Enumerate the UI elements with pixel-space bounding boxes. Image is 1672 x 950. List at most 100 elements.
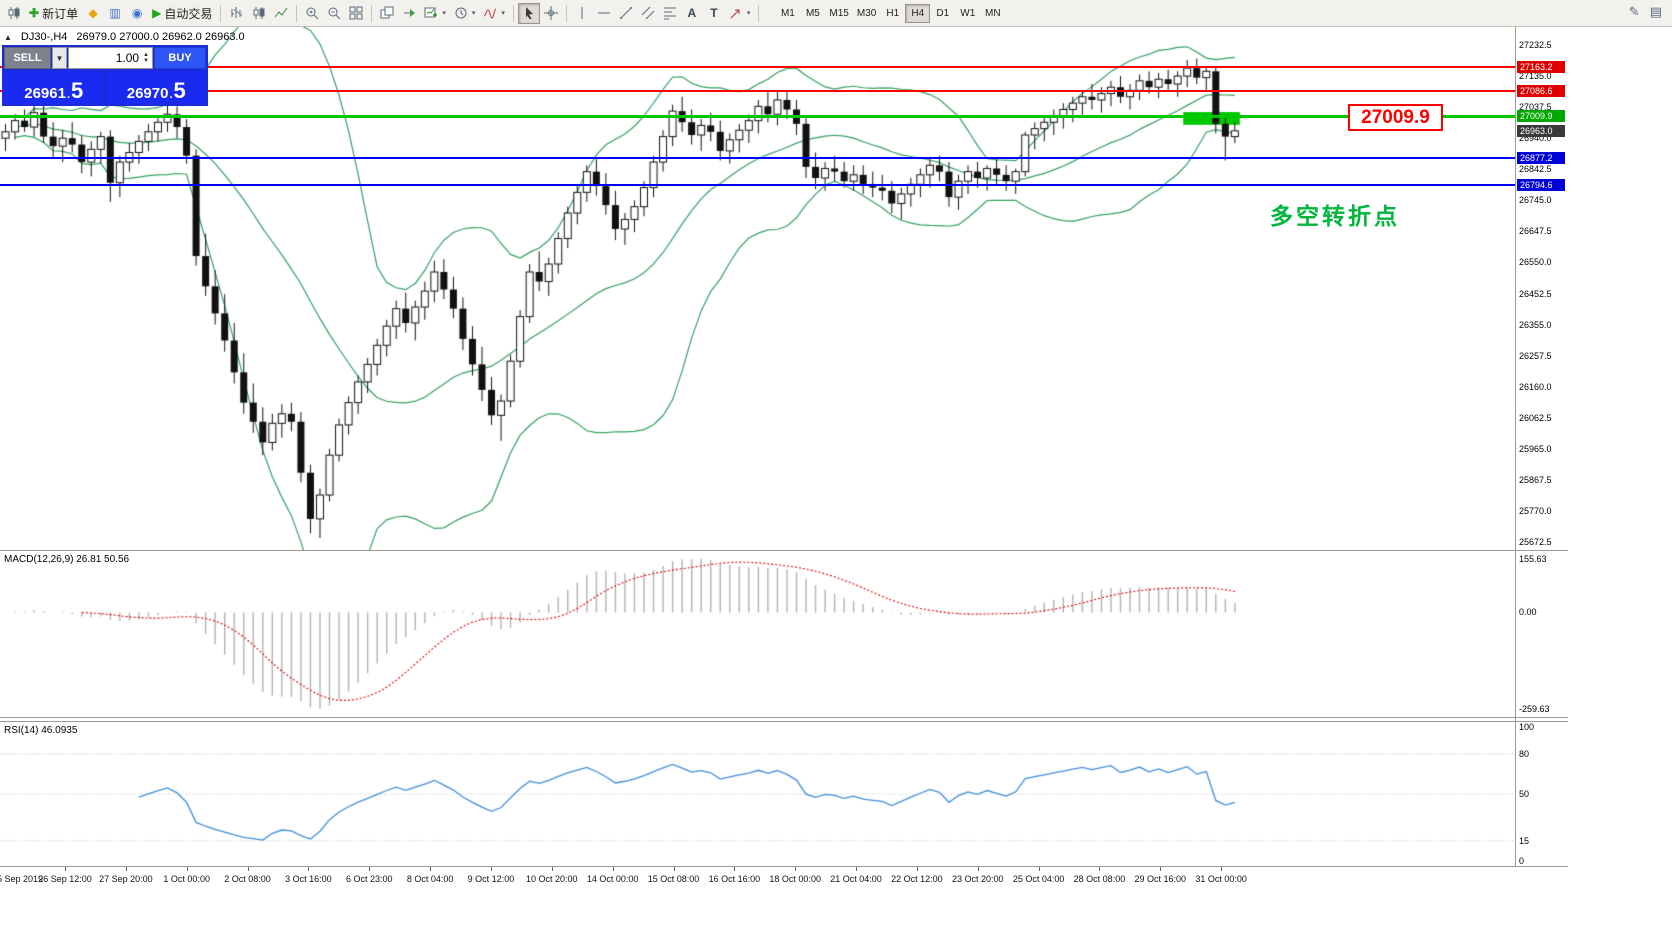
time-axis-label: 10 Oct 20:00 (526, 874, 578, 884)
time-axis-label: 26 Sep 12:00 (38, 874, 92, 884)
chevron-down-icon: ▾ (746, 10, 751, 17)
toolbar: ✚ 新订单 ◆ ▥ ◉ ▶ 自动交易 (0, 0, 1672, 27)
lot-size-input[interactable]: 1.00 ▲ ▼ (68, 47, 153, 69)
time-axis-label: 31 Oct 00:00 (1195, 874, 1247, 884)
edit-icon[interactable]: ✎ (1628, 4, 1640, 19)
indicators-icon (483, 6, 497, 20)
new-chart-button[interactable]: ▾ (420, 3, 450, 24)
time-axis-tick (65, 867, 66, 871)
time-axis-label: 27 Sep 20:00 (99, 874, 153, 884)
arrange-charts-button[interactable] (376, 3, 398, 24)
candlestick-chart-button[interactable] (248, 3, 270, 24)
time-axis-label: 25 Sep 2019 (0, 874, 44, 884)
panel-separator[interactable] (0, 717, 1568, 718)
zoom-out-button[interactable] (323, 3, 345, 24)
vertical-line-button[interactable] (571, 3, 593, 24)
macd-panel-canvas[interactable] (0, 551, 1515, 717)
rsi-axis-label: 15 (1519, 835, 1530, 846)
bar-chart-icon (229, 6, 244, 20)
line-chart-button[interactable] (270, 3, 292, 24)
timeframe-mn-button[interactable]: MN (980, 4, 1005, 23)
time-axis-label: 6 Oct 23:00 (345, 874, 393, 884)
cursor-icon (522, 6, 536, 20)
toolbar-separator (512, 4, 514, 22)
spinner-down-icon[interactable]: ▼ (143, 58, 149, 64)
timeframe-m1-button[interactable]: M1 (775, 4, 800, 23)
auto-scroll-button[interactable] (398, 3, 420, 24)
panels-icon[interactable]: ▤ (1649, 4, 1662, 19)
horizontal-line[interactable] (0, 183, 1515, 186)
price-level-badge: 27163.2 (1517, 61, 1565, 74)
price-chart-canvas[interactable] (0, 27, 1515, 550)
time-axis-label: 3 Oct 16:00 (285, 874, 332, 884)
time-axis-label: 14 Oct 00:00 (586, 874, 639, 884)
auto-trading-button[interactable]: ▶ 自动交易 (148, 3, 216, 24)
new-order-button[interactable]: ✚ 新订单 (25, 3, 82, 24)
channel-button[interactable] (637, 3, 659, 24)
auto-scroll-icon (402, 6, 416, 20)
buy-price-dot: . (169, 89, 173, 101)
bar-chart-button[interactable] (225, 3, 248, 24)
text-tool-button[interactable]: A (681, 3, 703, 24)
time-axis-label: 15 Oct 08:00 (647, 874, 700, 884)
shapes-button[interactable]: ▾ (725, 3, 755, 24)
timeframe-h1-button[interactable]: H1 (880, 4, 905, 23)
indicators-button[interactable]: ▾ (479, 3, 509, 24)
panel-separator (0, 866, 1568, 867)
price-axis-border (1515, 27, 1516, 866)
guide-button[interactable]: ◆ (82, 3, 104, 24)
auto-trading-label: 自动交易 (164, 6, 213, 21)
horizontal-line[interactable] (0, 90, 1515, 93)
horizontal-line-button[interactable] (593, 3, 615, 24)
timeframe-d1-button[interactable]: D1 (930, 4, 955, 23)
timeframe-m5-button[interactable]: M5 (800, 4, 825, 23)
rsi-axis-label: 100 (1519, 722, 1535, 732)
horizontal-line[interactable] (0, 66, 1515, 69)
price-axis-tick: 26355.0 (1519, 319, 1552, 330)
timeframe-m15-button[interactable]: M15 (825, 4, 852, 23)
price-axis-tick: 26257.5 (1519, 350, 1552, 361)
chart-window-icon (3, 3, 25, 24)
market-watch-button[interactable]: ▥ (104, 3, 126, 24)
panel-separator[interactable] (0, 721, 1568, 722)
price-level-badge: 27086.6 (1517, 85, 1565, 98)
trendline-icon (619, 6, 633, 20)
horizontal-line[interactable] (0, 157, 1515, 160)
timeframe-w1-button[interactable]: W1 (955, 4, 980, 23)
buy-price-display[interactable]: 26970. 5 (106, 71, 206, 104)
channel-icon (641, 6, 655, 20)
label-tool-button[interactable]: T (703, 3, 725, 24)
lot-size-value[interactable]: 1.00 (115, 51, 140, 65)
zoom-in-button[interactable] (301, 3, 323, 24)
tile-windows-button[interactable] (345, 3, 367, 24)
time-axis-tick (734, 867, 736, 871)
cascade-windows-icon (380, 6, 394, 20)
sell-button[interactable]: SELL (4, 47, 51, 69)
timeframe-h4-button[interactable]: H4 (905, 3, 931, 23)
crosshair-button[interactable] (540, 3, 562, 24)
trendline-button[interactable] (615, 3, 637, 24)
horizontal-line[interactable] (0, 114, 1515, 118)
time-axis-tick (551, 867, 553, 871)
time-axis-tick (795, 867, 797, 871)
spinner-up-icon[interactable]: ▲ (143, 52, 149, 58)
rsi-panel-canvas[interactable] (0, 722, 1515, 866)
cursor-button[interactable] (517, 2, 540, 24)
crosshair-icon (543, 6, 558, 20)
timeframe-m30-button[interactable]: M30 (853, 4, 880, 23)
buy-button[interactable]: BUY (154, 47, 206, 69)
navigator-button[interactable]: ◉ (126, 3, 148, 24)
turning-point-annotation[interactable]: 多空转折点 (1270, 203, 1400, 229)
panel-separator[interactable] (0, 550, 1568, 551)
lot-spinner[interactable]: ▲ ▼ (143, 52, 149, 64)
zoom-in-icon (305, 6, 319, 20)
price-callout-box[interactable]: 27009.9 (1348, 104, 1443, 131)
fibonacci-button[interactable] (659, 3, 681, 24)
new-order-label: 新订单 (42, 6, 79, 21)
sell-price-display[interactable]: 26961. 5 (4, 71, 104, 104)
chart-collapse-icon[interactable]: ▲ (4, 32, 12, 42)
time-axis-tick (369, 867, 371, 871)
profiles-button[interactable]: ▾ (450, 3, 480, 24)
order-type-dropdown[interactable]: ▼ (52, 47, 67, 69)
